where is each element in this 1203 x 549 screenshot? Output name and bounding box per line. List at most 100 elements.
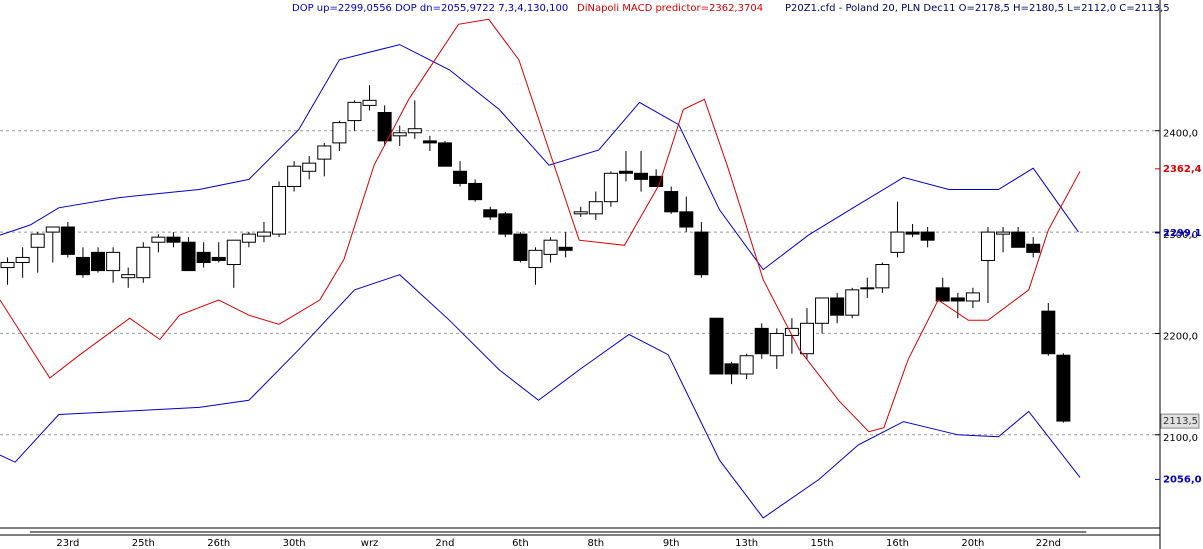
candle-body: [241, 233, 256, 243]
candle-body: [1056, 354, 1071, 422]
candle-body: [437, 142, 452, 167]
candle-body: [1026, 243, 1041, 253]
candle-body: [588, 201, 603, 215]
indicator-line: [0, 18, 1081, 433]
candle-body: [679, 211, 694, 228]
candle-body: [347, 101, 362, 122]
candle-body: [528, 249, 543, 269]
x-tick-label: 30th: [283, 538, 306, 549]
x-tick-label: wrz: [361, 538, 379, 549]
x-tick-label: 16th: [886, 538, 909, 549]
candle-body: [45, 226, 60, 233]
candle-body: [1011, 231, 1026, 248]
candle-body: [468, 182, 483, 201]
candle-body: [935, 287, 950, 302]
candle-body: [196, 251, 211, 263]
x-tick-label: 22nd: [1036, 538, 1061, 549]
candle-body: [136, 246, 151, 279]
candle-body: [996, 231, 1011, 235]
candle-body: [709, 317, 724, 375]
candle-body: [618, 170, 633, 174]
candle-body: [256, 231, 271, 237]
candle-body: [166, 236, 181, 243]
price-label: 2362,4: [1163, 164, 1202, 175]
indicator-line: [0, 44, 1079, 271]
candle-body: [664, 191, 679, 213]
candle-body: [302, 162, 317, 172]
candle-body: [950, 297, 965, 302]
candle-body: [920, 231, 935, 241]
macd-header: DiNapoli MACD predictor=2362,3704: [577, 3, 763, 14]
candle-body: [980, 231, 995, 261]
candle-body: [15, 256, 30, 263]
candle-body: [543, 239, 558, 255]
candle-body: [694, 231, 709, 276]
candle-body: [965, 292, 980, 302]
candle-body: [453, 170, 468, 184]
candle-body: [558, 246, 573, 251]
x-tick-label: 20th: [961, 538, 984, 549]
y-tick-label: 2200,0: [1163, 331, 1198, 342]
price-label: 2056,0: [1163, 474, 1202, 485]
candle-body: [121, 274, 136, 279]
candle-body: [754, 327, 769, 355]
candle-body: [483, 209, 498, 218]
candle-body: [332, 122, 347, 144]
candle-body: [498, 213, 513, 235]
candle-body: [739, 355, 754, 375]
x-tick-label: 8th: [587, 538, 604, 549]
x-tick-label: 6th: [512, 538, 529, 549]
candle-body: [815, 297, 830, 324]
candle-body: [513, 233, 528, 261]
candle-body: [422, 140, 437, 144]
candle-body: [75, 256, 90, 276]
candle-body: [0, 261, 15, 269]
candle-body: [181, 241, 196, 272]
candle-body: [91, 251, 106, 272]
x-tick-label: 2nd: [435, 538, 454, 549]
candle-body: [272, 185, 287, 235]
price-label: 2113,5: [1163, 416, 1198, 427]
y-tick-label: 2400,0: [1163, 129, 1198, 140]
candle-body: [151, 236, 166, 243]
candle-body: [830, 297, 845, 316]
candle-body: [890, 231, 905, 253]
price-label: 2299,1: [1163, 228, 1202, 239]
candle-body: [377, 111, 392, 142]
price-label-box: [1160, 413, 1200, 429]
candle-body: [875, 264, 890, 289]
candle-body: [634, 172, 649, 180]
x-tick-label: 15th: [811, 538, 834, 549]
y-tick-label: 2300,0: [1163, 230, 1198, 241]
candle-body: [603, 172, 618, 203]
candle-body: [60, 226, 75, 255]
candle-body: [649, 175, 664, 187]
candle-body: [211, 256, 226, 261]
x-tick-label: 25th: [132, 538, 155, 549]
candle-body: [769, 332, 784, 357]
x-tick-label: 9th: [663, 538, 680, 549]
candle-body: [799, 322, 814, 355]
x-tick-label: 26th: [207, 538, 230, 549]
candle-body: [362, 99, 377, 106]
candle-body: [724, 363, 739, 375]
x-tick-label: 23rd: [56, 538, 79, 549]
candle-body: [392, 132, 407, 137]
indicator-line: [0, 274, 1081, 519]
candle-body: [287, 165, 302, 187]
candle-body: [845, 289, 860, 316]
candle-body: [30, 233, 45, 248]
candle-body: [860, 287, 875, 290]
candle-body: [905, 231, 920, 235]
candle-body: [317, 145, 332, 160]
dop-header: DOP up=2299,0556 DOP dn=2055,9722 7,3,4,…: [292, 3, 568, 14]
candle-body: [573, 211, 588, 215]
instrument-header: P20Z1.cfd - Poland 20, PLN Dec11 O=2178,…: [785, 3, 1170, 14]
candle-body: [106, 251, 121, 272]
candle-body: [1041, 310, 1056, 355]
y-tick-label: 2100,0: [1163, 433, 1198, 444]
candle-body: [226, 239, 241, 266]
x-tick-label: 13th: [735, 538, 758, 549]
